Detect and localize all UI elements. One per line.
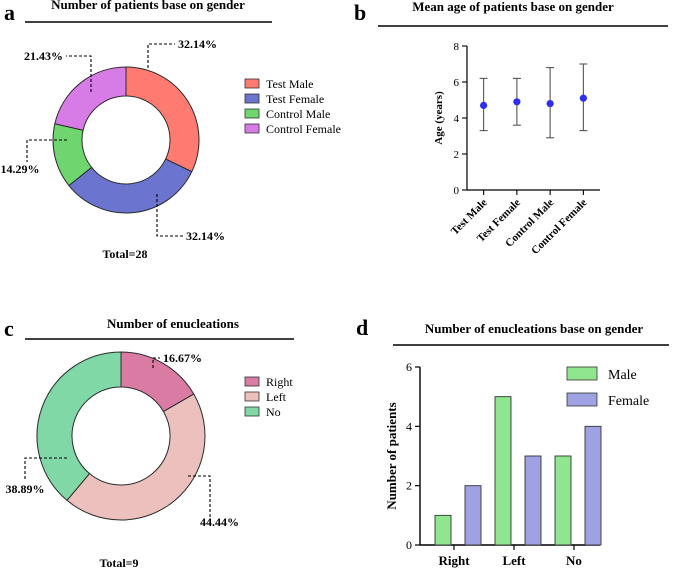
chart-a-legend-swatch-2 — [244, 108, 260, 119]
panel-c: Number of enucleations 16.67% 44.44% 38.89… — [6, 316, 294, 570]
panel-a: Number of patients base on gender 32.14%… — [1, 0, 342, 261]
chart-a-leader-3 — [66, 55, 92, 92]
chart-c-slice-1 — [66, 393, 206, 521]
panel-b: Mean age of patients base on gender Age … — [378, 0, 668, 257]
chart-c-slice-label-0: 16.67% — [163, 351, 202, 365]
chart-a-total: Total=28 — [102, 247, 147, 261]
chart-d-ytick-label-2: 4 — [406, 419, 412, 433]
chart-b-ytick-label-3: 6 — [454, 77, 460, 89]
chart-c-slice-label-1: 44.44% — [200, 515, 239, 529]
chart-c-legend-label-1: Left — [266, 390, 287, 404]
panel-letter-a: a — [4, 0, 15, 25]
chart-c-legend-swatch-0 — [244, 376, 260, 387]
chart-c-leader-2 — [24, 457, 67, 480]
chart-d-bar-female-2 — [584, 425, 602, 546]
chart-d-bar-male-1 — [494, 396, 512, 546]
chart-d-bar-female-0 — [464, 485, 482, 546]
chart-a-legend-label-1: Test Female — [266, 92, 324, 106]
chart-b-ytick-label-4: 8 — [454, 41, 460, 53]
chart-d-ylabel: Number of patients — [384, 402, 399, 509]
chart-c-legend-swatch-1 — [244, 391, 260, 402]
chart-c-title: Number of enucleations — [107, 316, 239, 331]
chart-b-ytick-label-2: 4 — [454, 113, 460, 125]
chart-b-ylabel: Age (years) — [433, 91, 445, 145]
chart-a-slice-label-3: 21.43% — [24, 49, 63, 63]
chart-a-slice-3 — [54, 66, 127, 131]
chart-a-slice-0 — [125, 66, 200, 173]
chart-d-xtick-label-2: No — [566, 553, 582, 568]
chart-a-legend-swatch-0 — [244, 78, 260, 89]
panel-letter-c: c — [4, 316, 14, 341]
chart-a-legend-label-2: Control Male — [266, 107, 330, 121]
chart-a-slice-label-1: 32.14% — [186, 229, 225, 243]
chart-c-leader-0 — [152, 357, 160, 368]
chart-c-leader-1 — [188, 475, 211, 525]
chart-b-mean-point-1 — [513, 98, 521, 106]
chart-d-legend-label-0: Male — [608, 368, 637, 383]
chart-d-legend-swatch-1 — [566, 392, 598, 407]
chart-b-mean-point-2 — [546, 100, 554, 108]
chart-d-plot: 0 2 4 6 Right Left No Male Female — [406, 360, 649, 568]
chart-a-legend-label-3: Control Female — [266, 122, 341, 136]
chart-a-title: Number of patients base on gender — [51, 0, 245, 12]
chart-d-legend-label-1: Female — [608, 394, 649, 409]
chart-a-leader-2 — [26, 139, 67, 162]
chart-a-legend-swatch-1 — [244, 93, 260, 104]
chart-d-legend-swatch-0 — [566, 366, 598, 381]
chart-b-ytick-label-0: 0 — [454, 185, 460, 197]
chart-a-legend-label-0: Test Male — [266, 77, 313, 91]
chart-c-legend-label-0: Right — [266, 375, 293, 389]
chart-a-legend-swatch-3 — [244, 123, 260, 134]
chart-b-title: Mean age of patients base on gender — [412, 0, 614, 14]
chart-a-leader-1 — [156, 194, 183, 237]
chart-b-mean-point-3 — [579, 94, 587, 102]
chart-a-leader-0 — [147, 43, 175, 68]
chart-a-slice-label-0: 32.14% — [178, 37, 217, 51]
chart-d-bar-male-2 — [554, 455, 572, 546]
chart-c-legend-label-2: No — [266, 405, 281, 419]
chart-d-xtick-label-1: Left — [502, 553, 526, 568]
chart-d-ytick-label-0: 0 — [406, 538, 412, 552]
chart-c-total: Total=9 — [99, 556, 138, 570]
chart-b-mean-point-0 — [480, 101, 488, 109]
chart-d-ytick-label-3: 6 — [406, 360, 412, 374]
panel-d: Number of enucleations base on gender Nu… — [384, 321, 669, 568]
chart-d-xtick-label-0: Right — [438, 553, 470, 568]
chart-d-bar-male-0 — [434, 514, 452, 546]
chart-c-slice-2 — [36, 351, 122, 502]
chart-d-ytick-label-1: 2 — [406, 479, 412, 493]
panel-letter-d: d — [356, 315, 368, 340]
panel-letter-b: b — [354, 0, 366, 25]
chart-d-bar-female-1 — [524, 455, 542, 546]
chart-a-donut: 32.14% 32.14% 14.29% 21.43% — [1, 37, 226, 243]
chart-c-slice-label-2: 38.89% — [6, 482, 45, 496]
chart-a-slice-label-2: 14.29% — [1, 162, 40, 176]
chart-c-donut: 16.67% 44.44% 38.89% — [6, 351, 240, 529]
chart-c-legend-swatch-2 — [244, 406, 260, 417]
chart-d-title: Number of enucleations base on gender — [425, 321, 643, 336]
chart-b-ytick-label-1: 2 — [454, 149, 460, 161]
